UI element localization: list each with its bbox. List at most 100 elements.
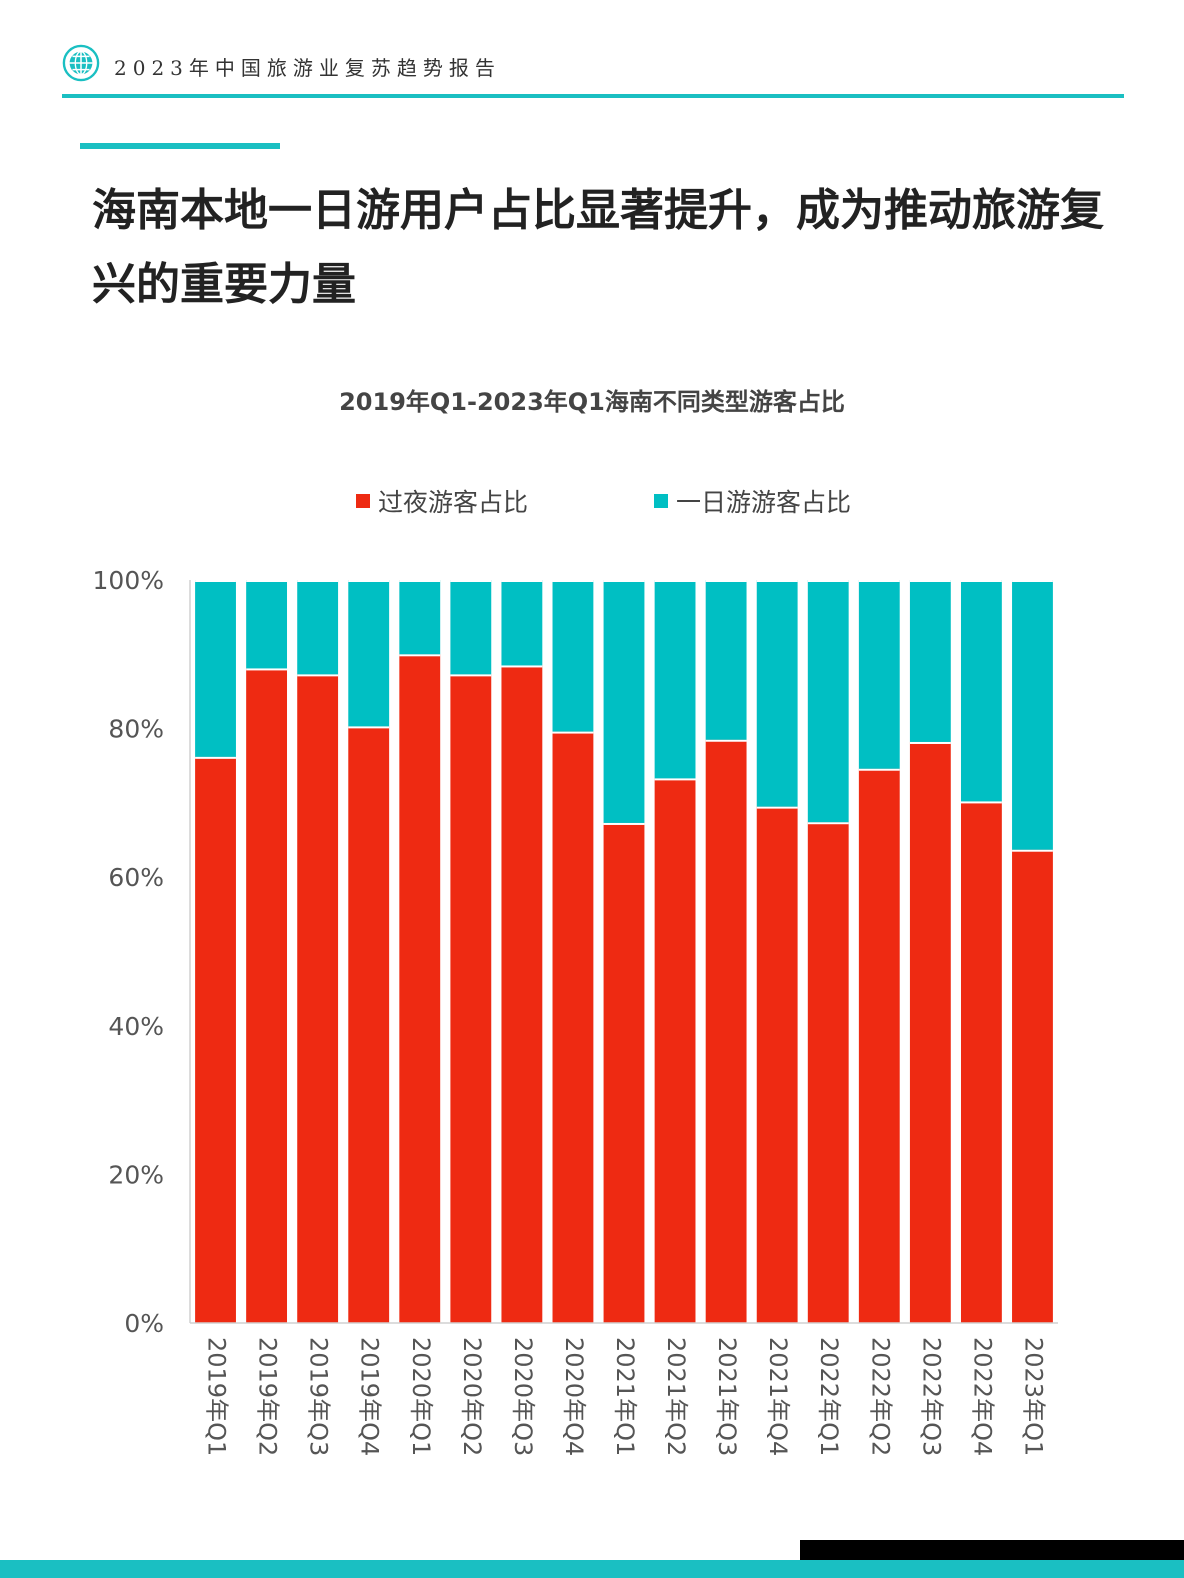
bar-overnight: [195, 756, 236, 1323]
bar-segment-separator: [807, 580, 849, 582]
x-tick-label: 2020年Q1: [407, 1337, 435, 1456]
x-tick-label: 2021年Q3: [713, 1337, 741, 1456]
bar-segment-separator: [705, 580, 747, 582]
bar-day-trip: [297, 580, 339, 675]
page-header: 2023年中国旅游业复苏趋势报告: [62, 44, 1124, 100]
x-tick-label: 2023年Q1: [1019, 1337, 1047, 1456]
bar-overnight: [297, 674, 339, 1323]
bar-segment-separator: [603, 580, 645, 582]
bar-segment-separator: [960, 580, 1002, 582]
bar-day-trip: [654, 580, 696, 779]
legend-item-day-trip: 一日游游客占比: [654, 483, 851, 519]
bar-overnight: [348, 726, 390, 1323]
bar-day-trip: [246, 580, 288, 669]
bar-day-trip: [909, 580, 951, 742]
bar-segment-separator: [858, 580, 900, 582]
bar-segment-separator: [450, 580, 492, 582]
x-tick-label: 2021年Q1: [611, 1337, 639, 1456]
x-tick-label: 2021年Q2: [662, 1337, 690, 1456]
bar-day-trip: [603, 580, 645, 823]
legend-label-overnight: 过夜游客占比: [378, 488, 529, 517]
bar-segment-separator: [501, 665, 543, 668]
bar-segment-separator: [1012, 580, 1053, 582]
bar-overnight: [909, 741, 951, 1323]
bar-overnight: [603, 822, 645, 1323]
bar-segment-separator: [501, 580, 543, 582]
bar-overnight: [705, 739, 747, 1323]
bar-overnight: [552, 731, 594, 1323]
bar-segment-separator: [756, 806, 798, 809]
bar-segment-separator: [450, 674, 492, 677]
title-accent-bar: [80, 143, 280, 149]
bar-overnight: [960, 801, 1002, 1323]
x-tick-label: 2019年Q2: [254, 1337, 282, 1456]
y-tick-label: 20%: [108, 1160, 164, 1189]
bar-day-trip: [399, 580, 441, 655]
footer-accent-bar: [0, 1560, 1184, 1578]
bar-segment-separator: [348, 726, 390, 729]
bar-overnight: [246, 668, 288, 1323]
bar-segment-separator: [297, 674, 339, 677]
bar-day-trip: [858, 580, 900, 769]
bar-segment-separator: [246, 668, 288, 671]
bar-day-trip: [450, 580, 492, 675]
chart-title: 2019年Q1-2023年Q1海南不同类型游客占比: [339, 388, 845, 416]
bar-segment-separator: [909, 741, 951, 744]
bar-overnight: [807, 822, 849, 1323]
bar-segment-separator: [297, 580, 339, 582]
legend-label-day-trip: 一日游游客占比: [676, 488, 852, 517]
bar-segment-separator: [399, 654, 441, 657]
bar-overnight: [450, 674, 492, 1323]
bar-segment-separator: [960, 801, 1002, 804]
bar-segment-separator: [858, 768, 900, 771]
bar-segment-separator: [705, 739, 747, 742]
x-tick-label: 2022年Q4: [968, 1337, 996, 1456]
bar-day-trip: [501, 580, 543, 666]
bar-overnight: [501, 665, 543, 1323]
bar-segment-separator: [654, 778, 696, 781]
bar-segment-separator: [807, 822, 849, 825]
bar-overnight: [399, 654, 441, 1323]
y-tick-label: 100%: [93, 566, 164, 595]
x-tick-label: 2022年Q2: [866, 1337, 894, 1456]
y-tick-label: 60%: [108, 863, 164, 892]
bar-day-trip: [705, 580, 747, 740]
x-tick-label: 2020年Q3: [509, 1337, 537, 1456]
legend-swatch-day-trip: [654, 494, 668, 508]
bar-segment-separator: [552, 580, 594, 582]
bar-day-trip: [1012, 580, 1053, 850]
bar-day-trip: [195, 580, 236, 757]
x-tick-label: 2022年Q3: [917, 1337, 945, 1456]
bar-day-trip: [756, 580, 798, 807]
bar-overnight: [756, 806, 798, 1323]
bar-segment-separator: [399, 580, 441, 582]
x-tick-label: 2021年Q4: [764, 1337, 792, 1456]
legend-item-overnight: 过夜游客占比: [356, 483, 528, 519]
x-tick-label: 2019年Q1: [203, 1337, 231, 1456]
y-tick-label: 0%: [124, 1309, 164, 1338]
stacked-bar-chart: 0% 20% 40% 60% 80% 100% 2019年Q1 2019年Q2 2019年Q3 2…: [93, 566, 1058, 1456]
bar-day-trip: [348, 580, 390, 727]
headline: 海南本地一日游用户占比显著提升，成为推动旅游复兴的重要力量: [92, 185, 1104, 310]
bar-day-trip: [552, 580, 594, 732]
bar-segment-separator: [246, 580, 288, 582]
bar-overnight: [1012, 849, 1053, 1323]
bar-segment-separator: [603, 822, 645, 825]
bar-segment-separator: [909, 580, 951, 582]
bar-segment-separator: [348, 580, 390, 582]
bar-overnight: [858, 768, 900, 1323]
y-tick-label: 80%: [108, 715, 164, 744]
bar-segment-separator: [654, 580, 696, 582]
bar-day-trip: [807, 580, 849, 823]
report-title: 2023年中国旅游业复苏趋势报告: [114, 56, 501, 80]
bar-segment-separator: [195, 756, 236, 759]
x-tick-label: 2020年Q2: [458, 1337, 486, 1456]
x-tick-label: 2020年Q4: [560, 1337, 588, 1456]
bar-segment-separator: [1012, 849, 1053, 852]
bar-segment-separator: [195, 580, 236, 582]
x-tick-label: 2019年Q4: [356, 1337, 384, 1456]
x-tick-label: 2019年Q3: [305, 1337, 333, 1456]
bar-segment-separator: [756, 580, 798, 582]
bar-day-trip: [960, 580, 1002, 802]
globe-icon: [62, 44, 100, 82]
